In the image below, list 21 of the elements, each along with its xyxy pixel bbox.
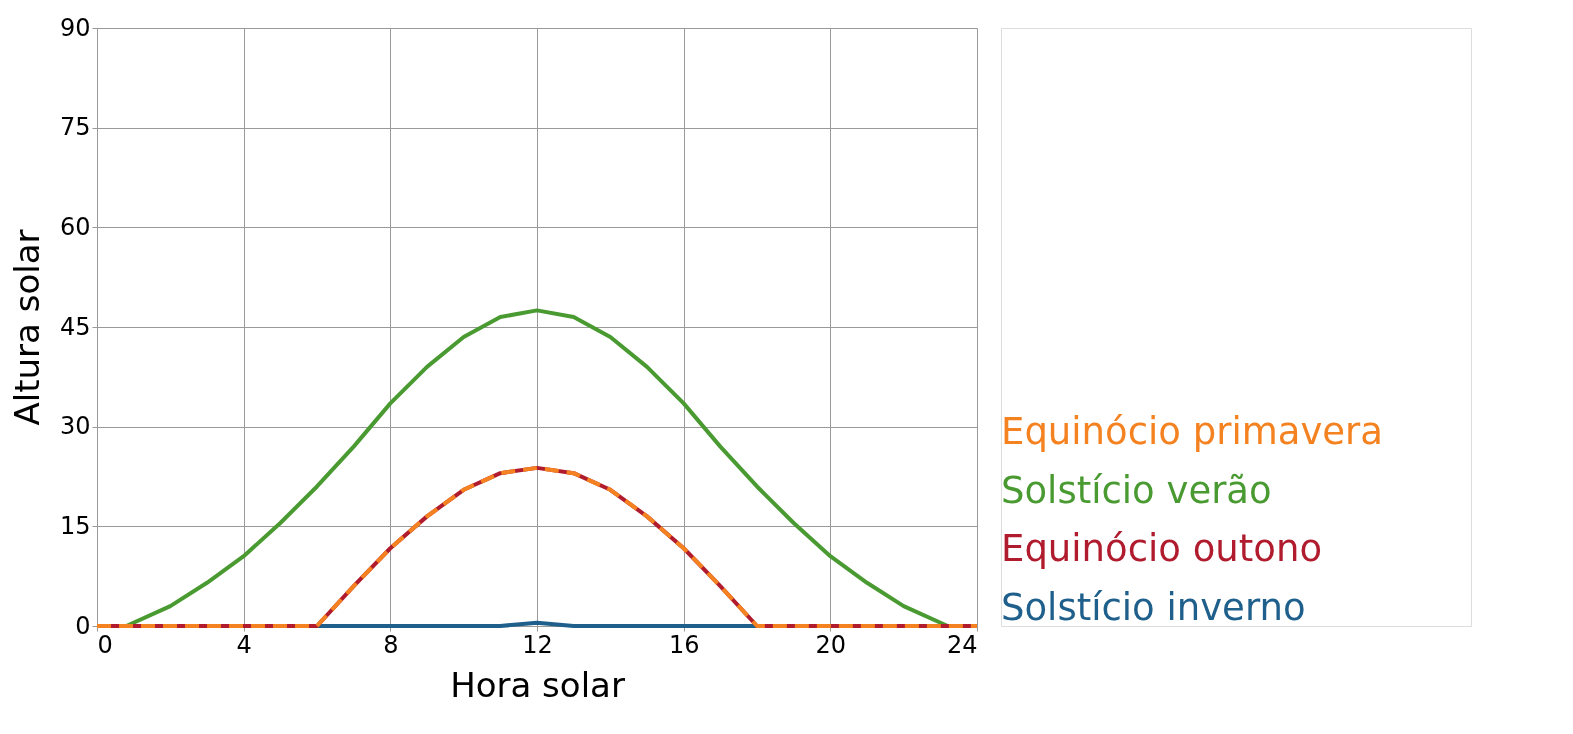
x-tick-label: 0 [97,630,113,659]
x-tick-label: 20 [815,630,847,659]
y-axis-title: Altura solar [6,229,47,426]
x-tick-label: 16 [668,630,700,659]
x-axis-title: Hora solar [450,664,625,705]
x-tick-label: 4 [236,630,252,659]
y-tick-label: 60 [59,212,91,241]
series-label: Equinócio outono [1001,527,1323,570]
x-tick-label: 12 [522,630,553,659]
y-tick-label: 0 [75,611,91,640]
series-label: Solstício inverno [1001,585,1306,629]
y-tick-label: 75 [59,113,91,142]
y-tick-label: 90 [59,13,91,42]
y-tick-label: 45 [59,312,91,341]
y-tick-label: 15 [59,511,91,540]
text: Equinócio primavera [1001,410,1383,453]
x-tick-label: 8 [383,630,399,659]
text: Solstício verão [1001,468,1272,512]
y-tick-label: 30 [59,412,91,441]
line-series [95,465,979,628]
x-tick-label: 24 [946,630,978,659]
